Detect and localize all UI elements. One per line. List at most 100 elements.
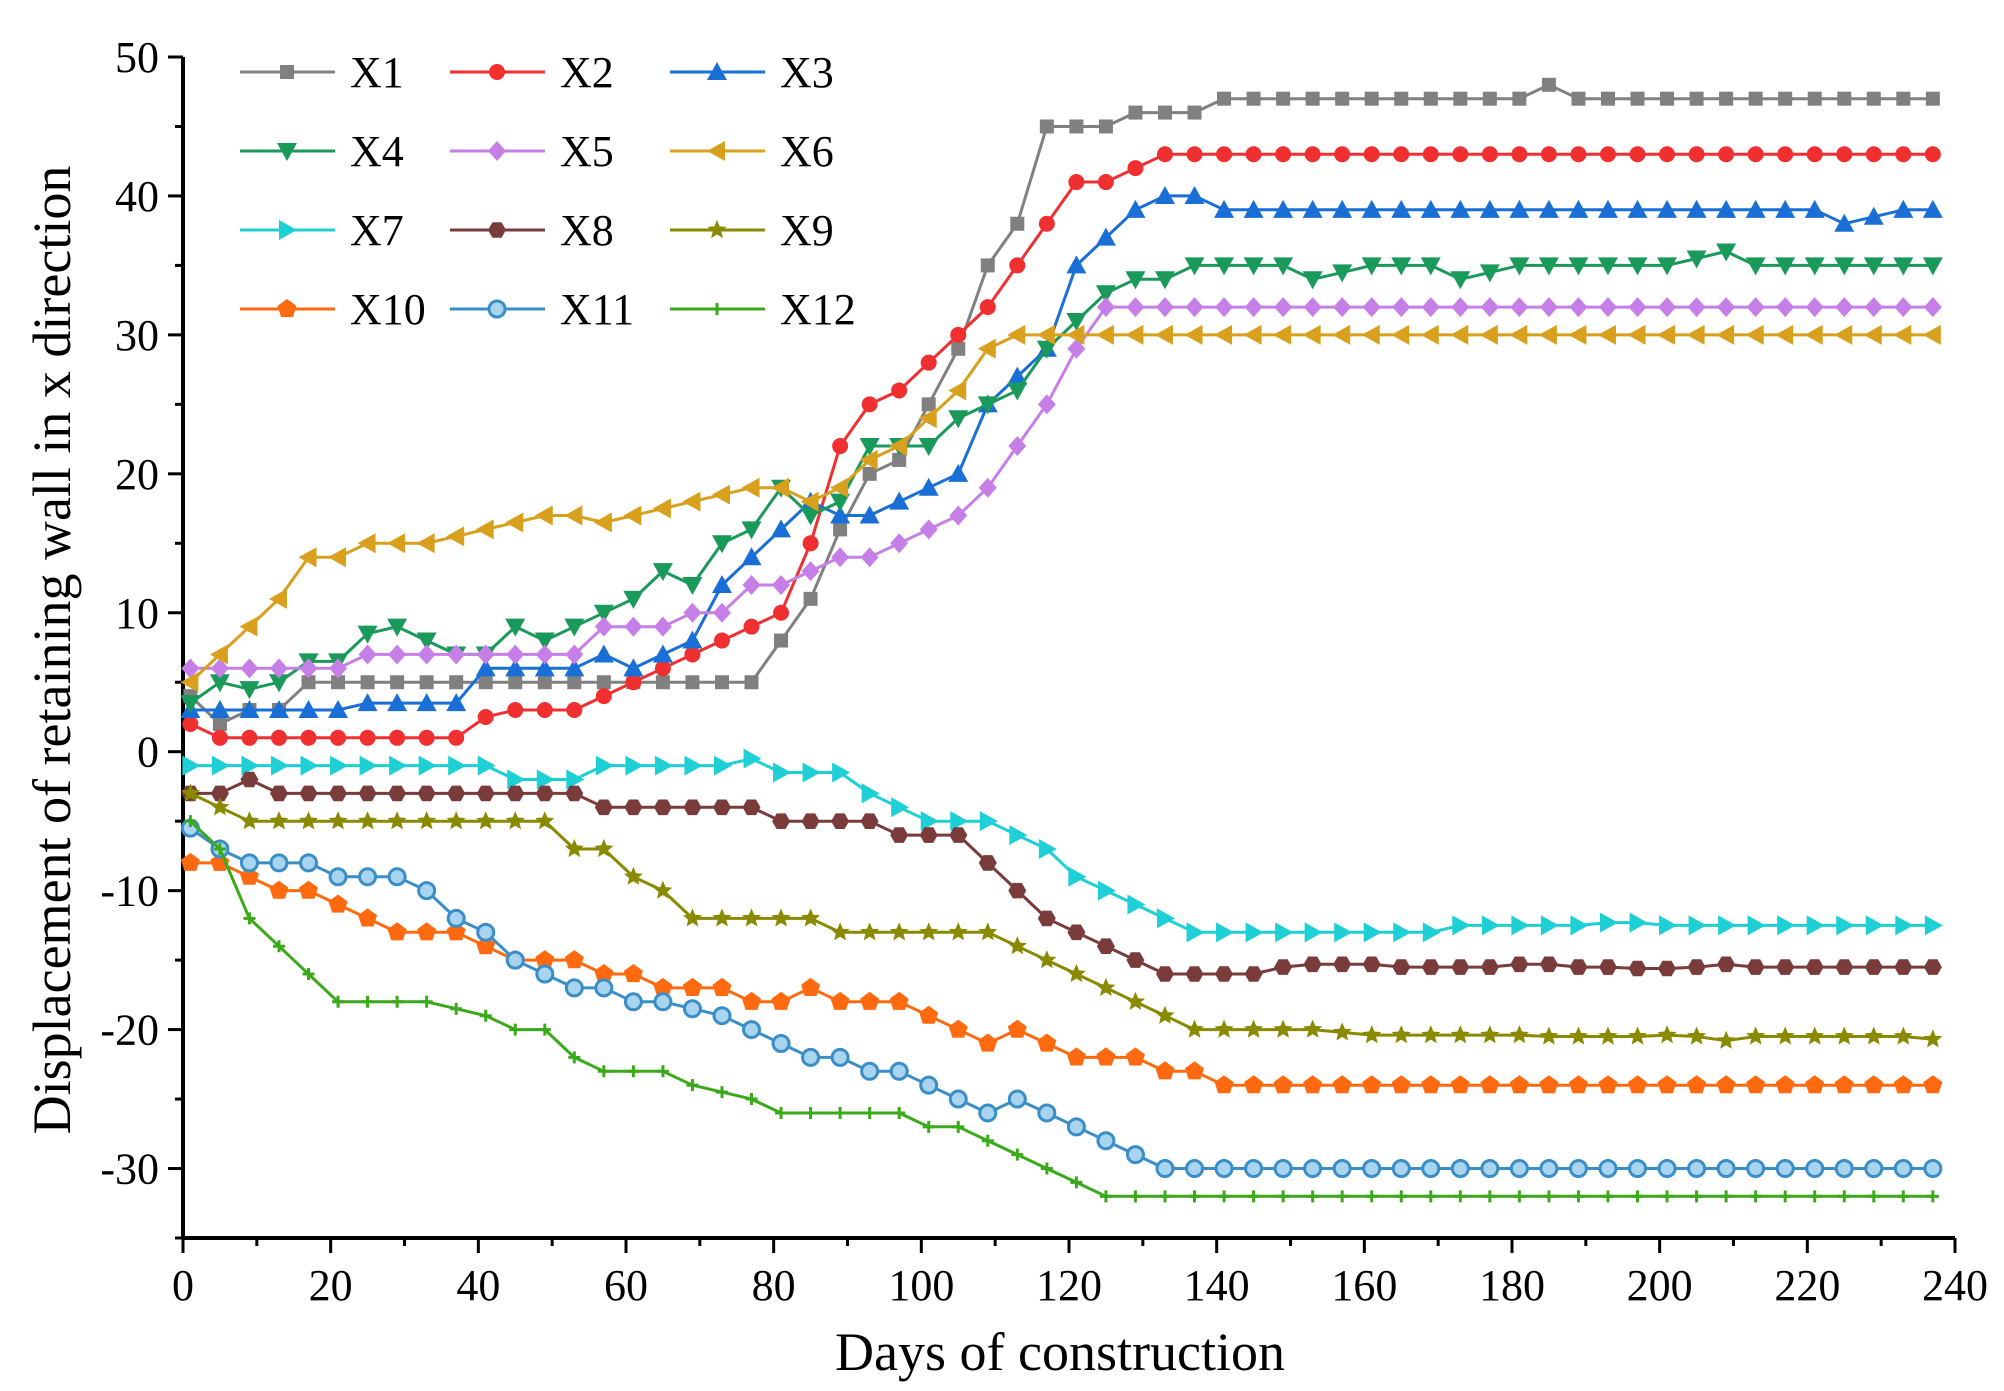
data-point (388, 785, 407, 802)
data-point (1628, 297, 1647, 318)
data-point (830, 1047, 850, 1067)
data-point (1867, 1190, 1880, 1203)
data-point (652, 644, 673, 663)
data-point (1394, 91, 1409, 106)
data-point (623, 658, 644, 677)
data-point (1688, 915, 1707, 936)
data-point (1420, 257, 1441, 276)
data-point (1657, 1159, 1677, 1179)
x-axis-title: Days of construction (835, 1322, 1285, 1382)
x-tick-label: 20 (309, 1261, 353, 1310)
data-point (1627, 257, 1648, 276)
data-point (213, 842, 226, 855)
series-x4 (180, 243, 1943, 714)
data-point (804, 1106, 817, 1119)
data-point (417, 644, 436, 665)
data-point (712, 602, 731, 623)
data-point (359, 755, 378, 776)
data-point (1214, 199, 1235, 218)
data-point (1365, 1190, 1378, 1203)
data-point (593, 644, 614, 663)
data-point (1805, 297, 1824, 318)
data-point (623, 505, 642, 526)
data-point (1657, 199, 1678, 218)
data-point (564, 618, 585, 637)
data-point (741, 521, 762, 540)
data-point (332, 995, 345, 1008)
series-line-x3 (190, 194, 1933, 712)
data-point (535, 644, 554, 665)
data-point (1010, 216, 1025, 231)
data-point (1539, 956, 1558, 973)
data-point (1395, 1190, 1408, 1203)
data-point (742, 991, 761, 1010)
data-point (210, 785, 229, 802)
data-point (447, 785, 466, 802)
data-point (594, 616, 613, 637)
data-point (919, 1005, 939, 1024)
y-tick-label: 20 (115, 450, 159, 499)
data-point (1036, 340, 1057, 359)
data-point (712, 1006, 732, 1026)
data-point (889, 922, 909, 941)
data-point (1658, 297, 1677, 318)
data-point (1156, 966, 1174, 982)
data-point (1512, 91, 1527, 106)
data-point (1747, 146, 1764, 163)
data-point (1303, 1159, 1323, 1179)
data-point (268, 588, 287, 609)
data-point (387, 618, 408, 637)
data-point (328, 894, 348, 913)
data-point (627, 1065, 640, 1078)
data-point (978, 855, 997, 871)
series-x1 (183, 77, 1940, 731)
legend-label: X7 (350, 206, 404, 255)
data-point (1095, 324, 1114, 345)
data-point (1923, 1159, 1943, 1179)
data-point (1128, 105, 1143, 120)
data-point (921, 397, 936, 412)
data-point (479, 1009, 492, 1022)
data-point (358, 908, 378, 927)
data-point (1096, 1131, 1116, 1151)
data-point (1863, 324, 1882, 345)
data-point (948, 463, 969, 482)
data-point (1246, 91, 1261, 106)
data-point (328, 547, 347, 568)
data-point (358, 811, 378, 830)
y-axis-title: Displacement of retaining wall in x dire… (22, 166, 82, 1135)
data-point (1421, 1075, 1441, 1094)
data-point (389, 729, 406, 746)
data-point (952, 1120, 965, 1133)
legend-marker (280, 65, 294, 79)
data-point (270, 755, 289, 776)
data-point (1479, 199, 1500, 218)
y-tick-label: 10 (115, 589, 159, 638)
data-point (1038, 215, 1055, 232)
data-point (1834, 257, 1855, 276)
data-point (1392, 959, 1411, 975)
legend-label: X12 (780, 285, 856, 334)
data-point (1631, 1190, 1644, 1203)
data-point (742, 574, 761, 595)
data-point (1864, 959, 1883, 975)
data-point (1893, 199, 1914, 218)
data-point (1568, 1159, 1588, 1179)
data-point (1599, 912, 1618, 933)
data-point (625, 674, 642, 691)
data-point (1096, 297, 1115, 318)
data-point (1007, 324, 1026, 345)
x-tick-label: 160 (1331, 1261, 1397, 1310)
series-line-x11 (189, 826, 1933, 1170)
data-point (328, 811, 348, 830)
data-point (860, 922, 880, 941)
data-point (1569, 297, 1588, 318)
data-point (1804, 324, 1823, 345)
data-point (1509, 199, 1530, 218)
data-point (1539, 1026, 1559, 1045)
data-point (1393, 146, 1410, 163)
data-point (1746, 1075, 1766, 1094)
data-point (1598, 1075, 1618, 1094)
data-point (623, 866, 643, 885)
data-point (1511, 146, 1528, 163)
